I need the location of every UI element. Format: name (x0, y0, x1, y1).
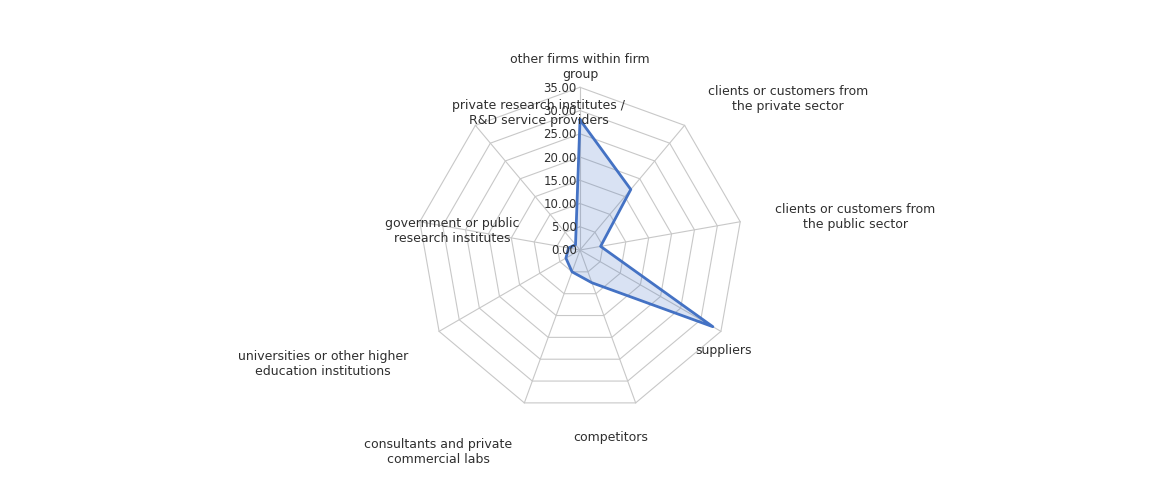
Text: clients or customers from
the private sector: clients or customers from the private se… (708, 85, 868, 113)
Polygon shape (566, 121, 713, 327)
Text: clients or customers from
the public sector: clients or customers from the public sec… (776, 202, 936, 230)
Text: suppliers: suppliers (695, 343, 752, 356)
Text: consultants and private
commercial labs: consultants and private commercial labs (364, 437, 512, 464)
Text: private research institutes /
R&D service providers: private research institutes / R&D servic… (452, 99, 625, 127)
Text: 30.00: 30.00 (544, 105, 577, 118)
Text: 0.00: 0.00 (551, 244, 577, 257)
Text: 20.00: 20.00 (543, 151, 577, 164)
Text: government or public
research institutes: government or public research institutes (384, 216, 519, 244)
Text: universities or other higher
education institutions: universities or other higher education i… (238, 350, 408, 377)
Text: other firms within firm
group: other firms within firm group (510, 53, 650, 80)
Text: 25.00: 25.00 (543, 128, 577, 141)
Text: 5.00: 5.00 (551, 221, 577, 234)
Text: competitors: competitors (573, 430, 648, 443)
Text: 35.00: 35.00 (544, 82, 577, 95)
Text: 10.00: 10.00 (543, 197, 577, 210)
Text: 15.00: 15.00 (543, 174, 577, 187)
